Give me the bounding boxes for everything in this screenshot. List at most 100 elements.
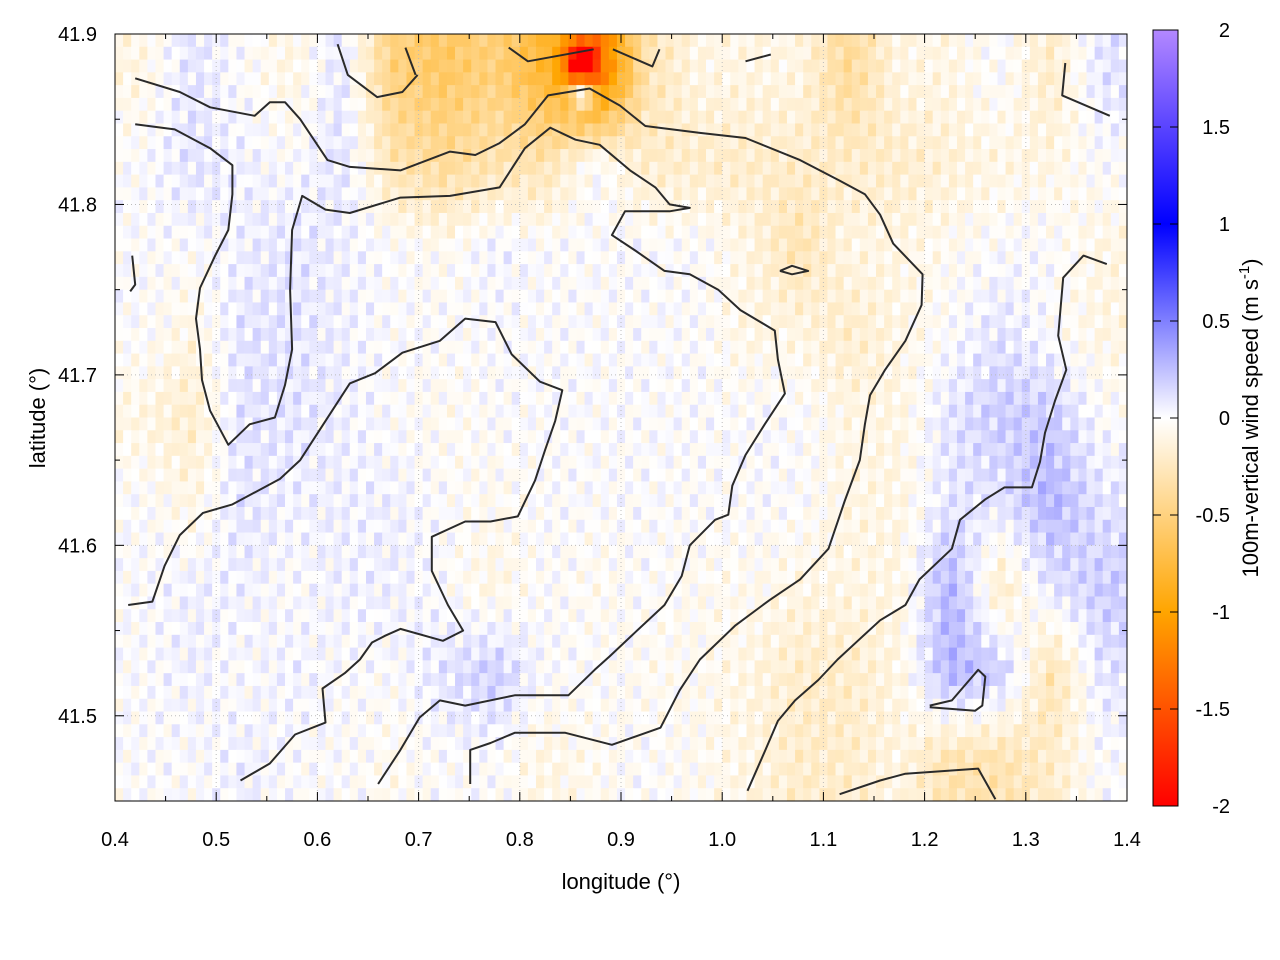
heatmap-cell — [819, 149, 829, 163]
heatmap-cell — [560, 200, 569, 214]
heatmap-cell — [924, 315, 934, 329]
heatmap-cell — [276, 506, 286, 521]
heatmap-cell — [746, 340, 756, 355]
heatmap-cell — [649, 264, 659, 278]
heatmap-cell — [900, 430, 910, 444]
heatmap-cell — [657, 340, 667, 355]
heatmap-cell — [746, 200, 756, 214]
heatmap-cell — [851, 315, 861, 329]
heatmap-cell — [374, 417, 383, 431]
heatmap-cell — [665, 302, 675, 316]
heatmap-cell — [956, 187, 966, 201]
heatmap-cell — [965, 366, 974, 380]
heatmap-cell — [649, 225, 659, 240]
heatmap-cell — [228, 276, 238, 291]
heatmap-cell — [738, 302, 748, 316]
heatmap-cell — [997, 353, 1007, 367]
heatmap-cell — [884, 481, 893, 495]
heatmap-cell — [1054, 46, 1063, 61]
heatmap-cell — [187, 532, 197, 546]
heatmap-cell — [681, 494, 691, 508]
heatmap-cell — [697, 251, 707, 265]
heatmap-cell — [471, 264, 480, 278]
heatmap-cell — [155, 532, 165, 546]
heatmap-cell — [228, 519, 238, 534]
heatmap-cell — [301, 315, 310, 329]
heatmap-cell — [446, 494, 456, 508]
heatmap-cell — [204, 187, 213, 201]
heatmap-cell — [851, 110, 861, 125]
heatmap-cell — [1013, 443, 1023, 457]
heatmap-cell — [1118, 519, 1127, 534]
heatmap-cell — [786, 238, 796, 252]
heatmap-cell — [1062, 391, 1071, 406]
heatmap-cell — [916, 366, 926, 380]
heatmap-cell — [867, 404, 877, 419]
heatmap-cell — [430, 72, 440, 86]
heatmap-cell — [398, 72, 408, 86]
heatmap-cell — [438, 59, 448, 73]
heatmap-cell — [349, 123, 359, 137]
heatmap-cell — [981, 443, 990, 457]
heatmap-cell — [665, 110, 675, 125]
heatmap-cell — [519, 315, 529, 329]
heatmap-cell — [260, 366, 270, 380]
heatmap-cell — [228, 340, 238, 355]
heatmap-cell — [276, 59, 286, 73]
heatmap-cell — [301, 328, 310, 342]
heatmap-cell — [252, 519, 262, 534]
heatmap-cell — [1021, 443, 1031, 457]
heatmap-cell — [981, 200, 990, 214]
heatmap-cell — [236, 366, 246, 380]
heatmap-cell — [892, 72, 901, 86]
heatmap-cell — [301, 59, 310, 73]
heatmap-cell — [147, 506, 157, 521]
heatmap-cell — [552, 225, 561, 240]
heatmap-cell — [989, 430, 999, 444]
heatmap-cell — [544, 174, 553, 188]
heatmap-cell — [900, 289, 910, 304]
heatmap-cell — [1062, 366, 1071, 380]
heatmap-cell — [681, 366, 691, 380]
heatmap-cell — [139, 110, 148, 125]
heatmap-cell — [527, 315, 537, 329]
heatmap-cell — [576, 315, 586, 329]
heatmap-cell — [236, 34, 246, 48]
heatmap-cell — [1070, 506, 1080, 521]
heatmap-cell — [1013, 59, 1023, 73]
heatmap-cell — [511, 391, 521, 406]
heatmap-cell — [924, 353, 934, 367]
heatmap-cell — [1086, 225, 1096, 240]
heatmap-cell — [1078, 85, 1088, 99]
heatmap-cell — [608, 468, 618, 483]
heatmap-cell — [495, 123, 505, 137]
heatmap-cell — [778, 85, 788, 99]
heatmap-cell — [584, 97, 594, 112]
heatmap-cell — [795, 238, 804, 252]
heatmap-cell — [357, 379, 367, 393]
heatmap-cell — [236, 443, 246, 457]
heatmap-cell — [155, 110, 165, 125]
heatmap-cell — [139, 276, 148, 291]
heatmap-cell — [811, 200, 820, 214]
heatmap-cell — [592, 506, 602, 521]
heatmap-cell — [584, 174, 594, 188]
heatmap-cell — [1013, 506, 1023, 521]
heatmap-cell — [932, 251, 942, 265]
heatmap-cell — [867, 506, 877, 521]
heatmap-cell — [908, 123, 918, 137]
heatmap-cell — [819, 161, 829, 176]
heatmap-cell — [438, 200, 448, 214]
heatmap-cell — [997, 391, 1007, 406]
heatmap-cell — [965, 187, 974, 201]
heatmap-cell — [1062, 443, 1071, 457]
heatmap-cell — [495, 532, 505, 546]
heatmap-cell — [422, 340, 432, 355]
heatmap-cell — [592, 149, 602, 163]
heatmap-cell — [956, 417, 966, 431]
heatmap-cell — [179, 59, 189, 73]
heatmap-cell — [884, 149, 893, 163]
heatmap-cell — [625, 264, 634, 278]
heatmap-cell — [1094, 340, 1104, 355]
heatmap-cell — [689, 481, 699, 495]
